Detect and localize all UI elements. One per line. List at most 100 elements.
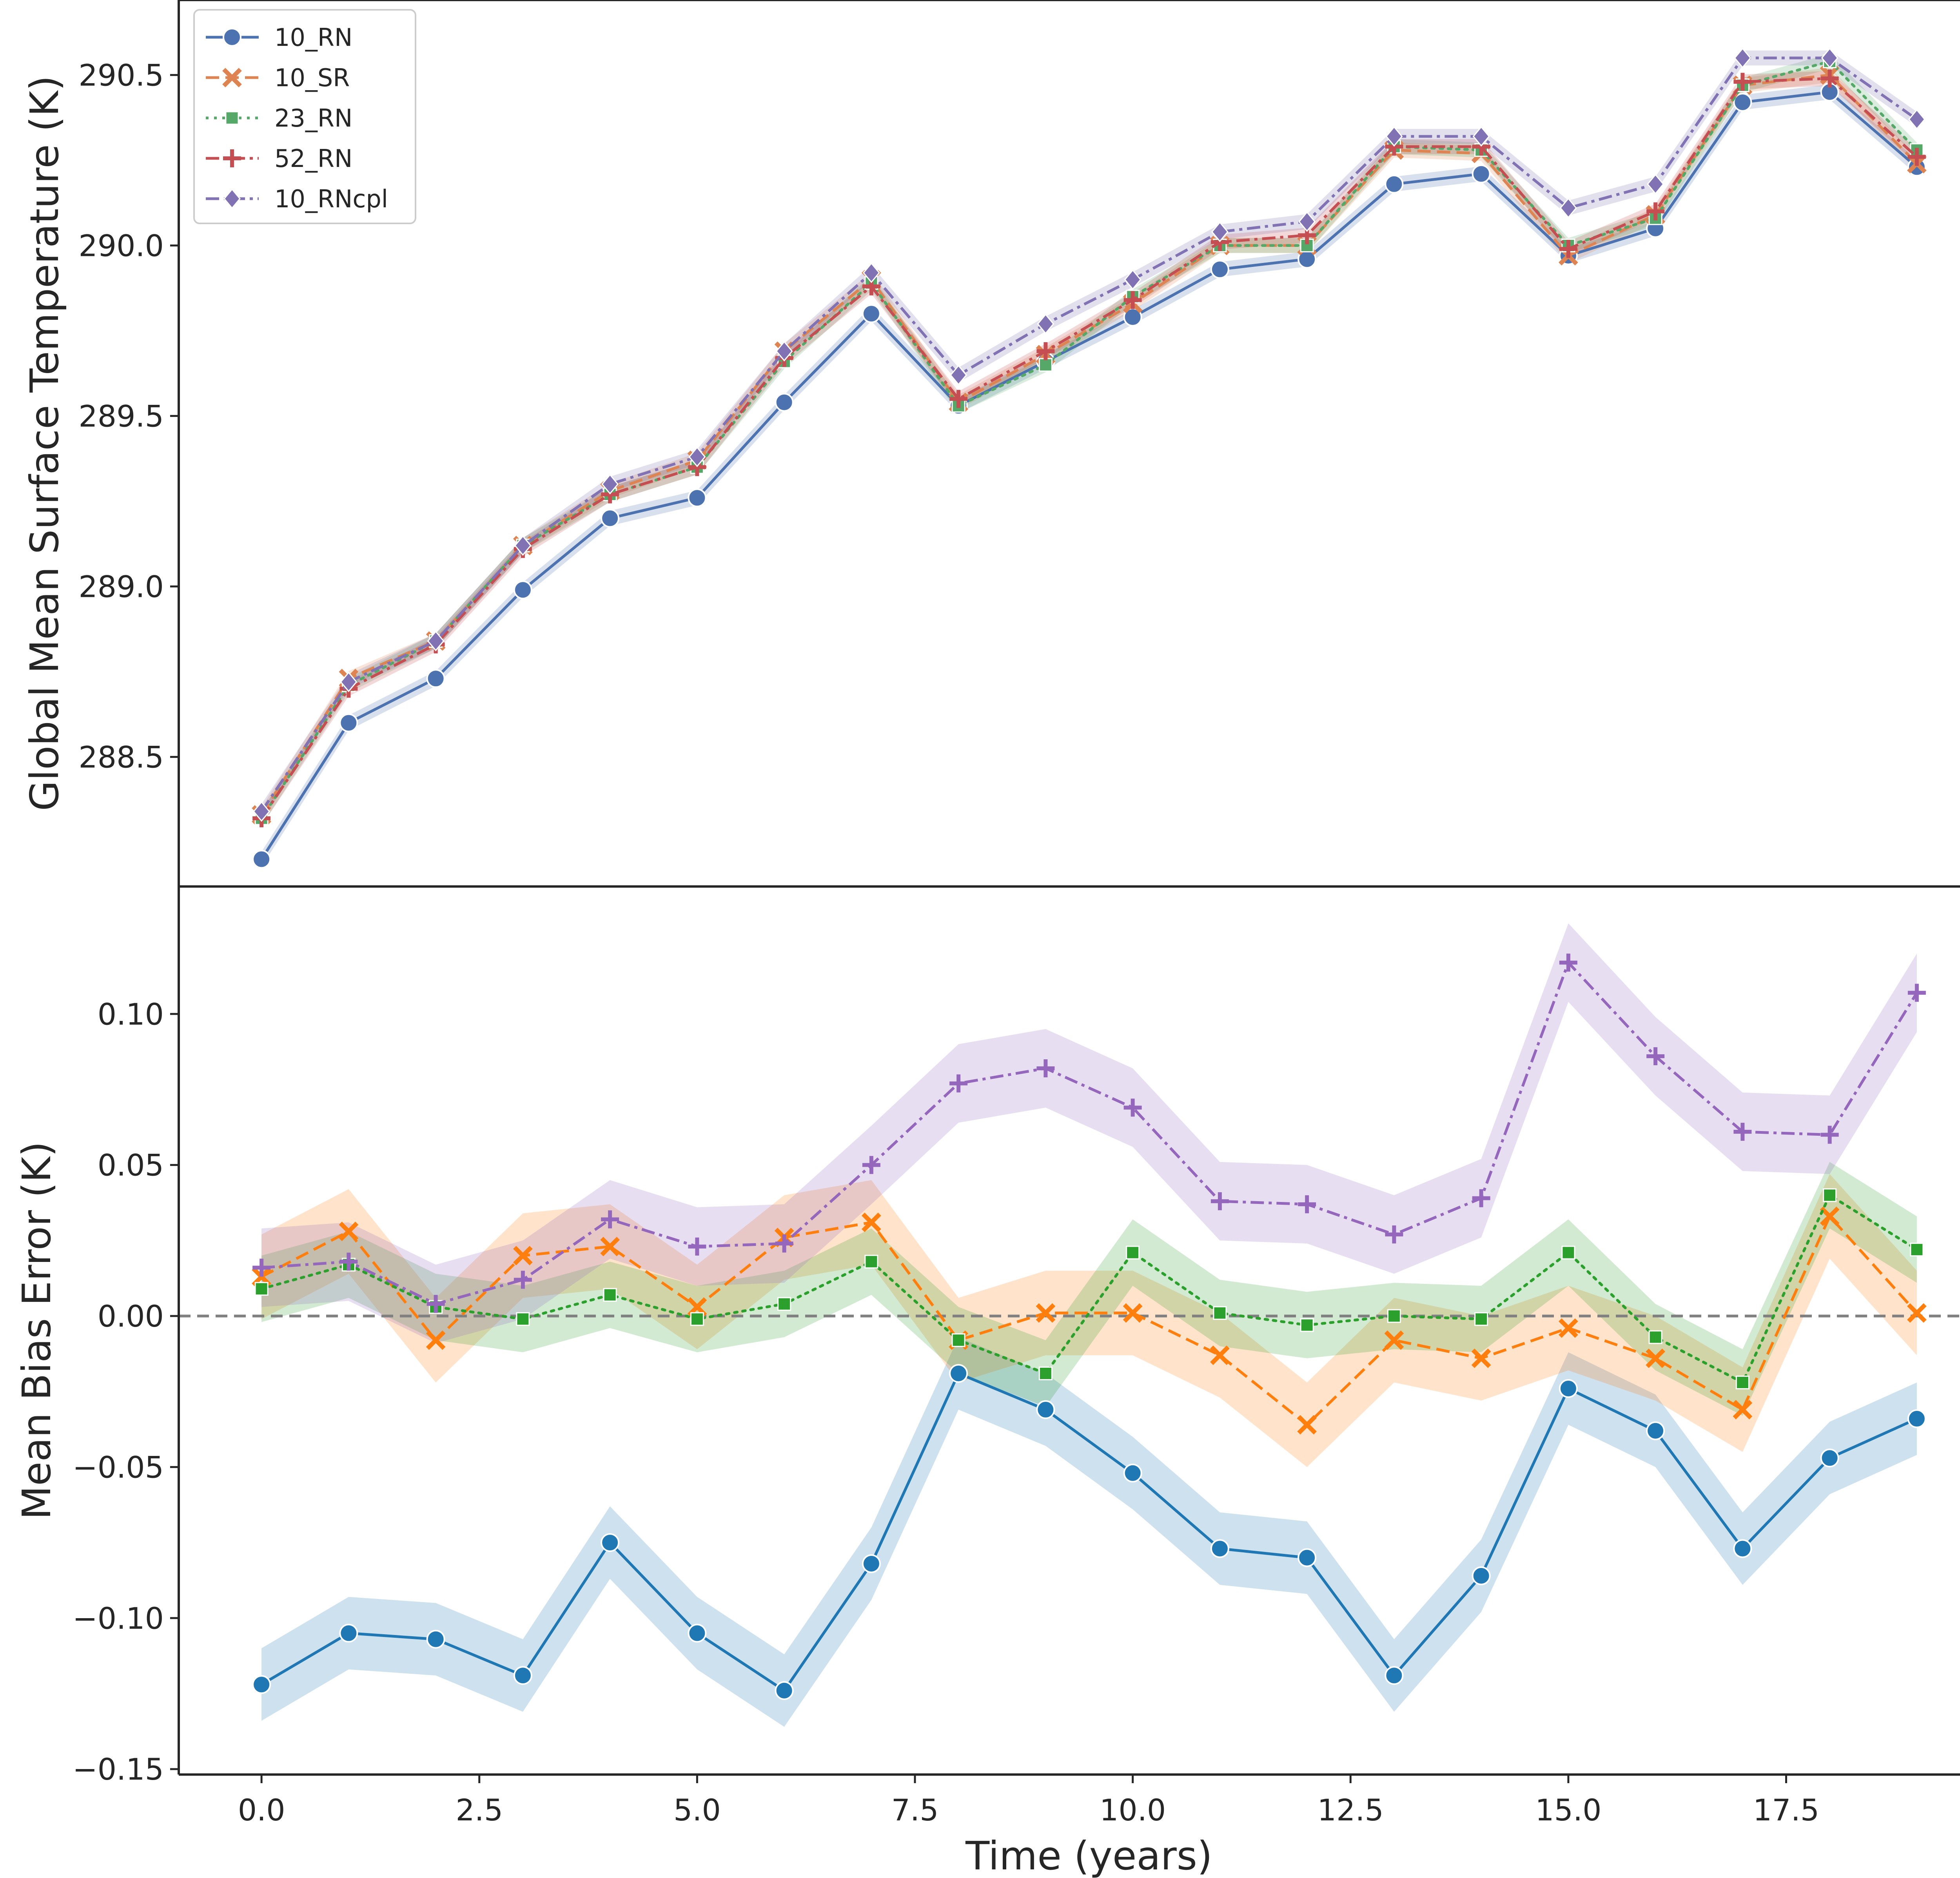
bottom-point-10-rncpl <box>1733 1122 1752 1141</box>
bottom-y-tick-label: 0.05 <box>98 1148 164 1183</box>
bottom-point-10-sr <box>1036 1303 1056 1323</box>
top-y-tick-label: 290.0 <box>78 228 164 263</box>
top-point-10-rn <box>1210 260 1229 279</box>
x-tick-label: 5.0 <box>673 1793 721 1827</box>
bottom-point-10-rncpl <box>1298 1195 1316 1213</box>
legend-item-10-rn: 10_RN <box>206 23 352 52</box>
top-point-10-rncpl <box>253 801 270 822</box>
bottom-point-10-rn <box>1298 1548 1317 1567</box>
legend-label-10-sr: 10_SR <box>274 63 350 92</box>
legend-marker-52-rn <box>223 149 241 167</box>
bottom-point-10-rncpl <box>514 1271 532 1289</box>
top-point-52-rn <box>949 390 968 408</box>
top-point-10-rn <box>339 713 358 732</box>
bottom-panel-bias: −0.15 −0.10 −0.05 0.00 0.05 0.10 0.0 2.5 5.0 7.5… <box>14 885 1960 1878</box>
legend-item-23-rn: 23_RN <box>206 104 352 132</box>
bottom-point-10-rncpl <box>1820 1126 1839 1144</box>
bottom-point-10-rn <box>949 1364 968 1383</box>
bottom-point-23-rn <box>1823 1188 1837 1202</box>
top-line-23-rn <box>260 60 1918 820</box>
bottom-y-axis-title: Mean Bias Error (K) <box>14 1142 60 1520</box>
bottom-line-10-rn <box>261 1372 1918 1692</box>
bottom-point-10-rncpl <box>1123 1099 1142 1117</box>
top-y-tick-label: 290.5 <box>78 58 164 92</box>
legend-label-10-rn: 10_RN <box>274 23 352 52</box>
top-point-10-rn <box>1733 93 1752 112</box>
top-point-10-rn <box>426 669 445 688</box>
top-series-lines <box>252 47 1927 869</box>
x-tick-label: 10.0 <box>1100 1793 1166 1827</box>
bottom-point-10-sr <box>1558 1318 1578 1338</box>
bottom-point-10-rn <box>601 1533 620 1552</box>
top-point-10-rncpl <box>775 341 793 362</box>
legend-items: 10_RN 10_SR 23_RN 52_RN 10_RNcpl <box>206 23 388 213</box>
top-point-52-rn <box>1907 148 1926 166</box>
x-tick-label: 17.5 <box>1753 1793 1819 1827</box>
bottom-point-10-rncpl <box>1907 984 1926 1002</box>
bottom-point-23-rn <box>1038 1366 1053 1380</box>
top-point-23-rn <box>1038 358 1053 372</box>
bottom-point-23-rn <box>603 1288 617 1302</box>
x-tick-label: 15.0 <box>1535 1793 1601 1827</box>
bottom-point-10-sr <box>1820 1206 1840 1226</box>
bottom-y-axis-ticks: −0.15 −0.10 −0.05 0.00 0.05 0.10 <box>73 997 179 1787</box>
top-line-10-rncpl <box>260 56 1918 812</box>
bottom-point-23-rn <box>864 1254 878 1269</box>
bottom-point-10-rncpl <box>862 1156 880 1174</box>
bottom-series-10-rn <box>252 1364 1926 1700</box>
bottom-point-10-rncpl <box>1210 1192 1229 1211</box>
bottom-point-10-sr <box>513 1245 533 1265</box>
top-point-52-rn <box>1733 73 1752 91</box>
legend-marker-10-sr <box>222 68 242 87</box>
bottom-point-23-rn <box>516 1312 530 1326</box>
bottom-point-10-rn <box>513 1666 532 1685</box>
bottom-point-10-rn <box>1733 1539 1752 1558</box>
bottom-point-10-rncpl <box>1646 1047 1665 1066</box>
bottom-point-10-rncpl <box>1036 1059 1055 1077</box>
legend-item-52-rn: 52_RN <box>206 144 352 173</box>
bottom-point-10-rn <box>1210 1539 1229 1558</box>
top-point-10-rncpl <box>862 262 880 283</box>
bottom-point-23-rn <box>690 1312 704 1326</box>
top-point-10-rn <box>601 509 620 528</box>
top-point-52-rn <box>1820 69 1839 88</box>
bottom-point-10-rn <box>1472 1566 1491 1585</box>
x-tick-label: 7.5 <box>891 1793 939 1827</box>
bottom-series-10-sr <box>252 1206 1927 1435</box>
bottom-point-10-rn <box>252 1675 271 1694</box>
bottom-point-10-rn <box>1036 1400 1055 1419</box>
top-point-10-rncpl <box>1821 47 1838 69</box>
top-point-10-rn <box>862 304 881 323</box>
bottom-confidence-bands <box>261 923 1917 1727</box>
top-y-tick-label: 289.0 <box>78 569 164 604</box>
top-point-10-rncpl <box>514 535 532 556</box>
bottom-point-23-rn <box>1387 1309 1401 1323</box>
bottom-point-10-rncpl <box>949 1074 968 1093</box>
bottom-point-10-rn <box>1907 1409 1926 1428</box>
bottom-band-23-rn <box>261 1162 1917 1416</box>
bottom-point-10-rn <box>1123 1463 1142 1483</box>
bottom-point-10-sr <box>426 1330 446 1350</box>
top-line-52-rn <box>260 77 1918 819</box>
bottom-point-10-sr <box>1471 1349 1491 1368</box>
top-line-10-rn <box>260 91 1918 860</box>
top-y-tick-label: 288.5 <box>78 740 164 774</box>
bottom-point-10-rn <box>1559 1379 1578 1398</box>
top-point-10-rn <box>513 580 532 600</box>
legend-label-23-rn: 23_RN <box>274 104 352 132</box>
bottom-point-10-sr <box>339 1222 359 1242</box>
bottom-point-23-rn <box>1300 1318 1314 1332</box>
bottom-point-10-sr <box>1646 1349 1666 1368</box>
bottom-point-10-rncpl <box>688 1237 706 1256</box>
legend-frame <box>193 9 416 224</box>
bottom-point-10-rncpl <box>1385 1225 1403 1244</box>
top-point-10-rn <box>1385 174 1404 194</box>
top-point-52-rn <box>1123 291 1142 309</box>
legend-marker-10-rn <box>223 28 241 47</box>
top-point-10-rncpl <box>340 671 358 692</box>
bottom-point-10-rncpl <box>426 1295 445 1313</box>
bottom-point-23-rn <box>1910 1242 1924 1256</box>
top-point-10-rncpl <box>1647 174 1664 195</box>
top-point-10-rncpl <box>688 446 706 468</box>
